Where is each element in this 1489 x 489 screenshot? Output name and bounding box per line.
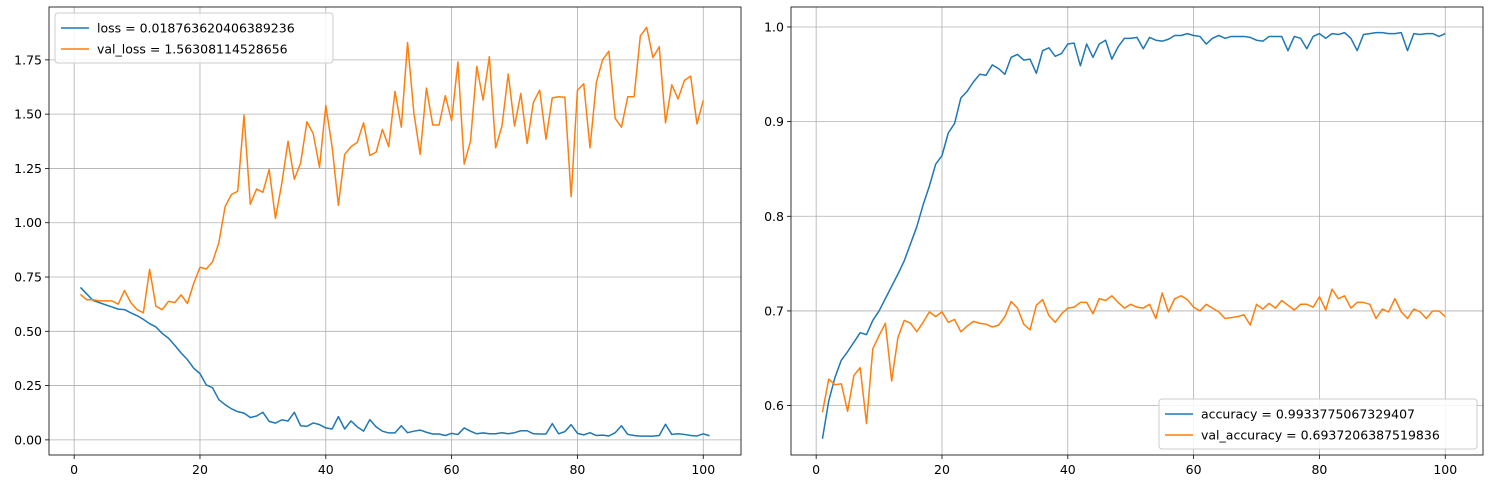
x-tick-label: 0	[70, 462, 78, 477]
series-line-1	[821, 31, 1446, 439]
series-line-1	[79, 286, 710, 437]
legend-label-1: accuracy = 0.9933775067329407	[1201, 407, 1415, 422]
y-tick-label: 0.8	[764, 209, 784, 224]
y-tick-label: 1.0	[764, 19, 784, 34]
series-line-2	[79, 26, 704, 314]
y-tick-label: 0.6	[764, 398, 784, 413]
chart-2: 0 20 40 60 80 100 0.6 0.7 0.8 0.9 1.0 accuracy = 0.…	[764, 6, 1484, 477]
y-tick-label: 0.9	[764, 114, 784, 129]
x-tick-label: 20	[934, 462, 950, 477]
x-tick-label: 100	[691, 462, 715, 477]
y-tick-label: 0.25	[14, 378, 42, 393]
legend-box	[1158, 398, 1478, 450]
legend: accuracy = 0.9933775067329407 val_accurac…	[1158, 398, 1478, 450]
y-tick-label: 0.75	[14, 270, 42, 285]
x-tick-label: 80	[1311, 462, 1327, 477]
x-tick-label: 80	[569, 462, 585, 477]
legend-box	[54, 12, 334, 64]
x-tick-label: 40	[318, 462, 334, 477]
y-tick-label: 0.50	[14, 324, 42, 339]
x-tick-label: 20	[192, 462, 208, 477]
series-line-2	[821, 288, 1446, 425]
plot-frame	[790, 6, 1484, 456]
y-tick-label: 0.00	[14, 432, 42, 447]
x-tick-label: 100	[1433, 462, 1457, 477]
y-tick-label: 0.7	[764, 303, 784, 318]
x-tick-label: 0	[812, 462, 820, 477]
plot-frame	[48, 6, 742, 456]
x-tick-label: 60	[444, 462, 460, 477]
y-tick-label: 1.75	[14, 52, 42, 67]
chart-1: 0 20 40 60 80 100 0.00 0.25 0.50 0.75 1.00 1.25 1.50…	[14, 6, 742, 477]
y-tick-label: 1.50	[14, 107, 42, 122]
legend-label-2: val_loss = 1.56308114528656	[97, 42, 288, 57]
legend: loss = 0.018763620406389236 val_loss = 1.…	[54, 12, 334, 64]
x-tick-label: 60	[1186, 462, 1202, 477]
x-tick-label: 40	[1060, 462, 1076, 477]
legend-label-2: val_accuracy = 0.6937206387519836	[1201, 428, 1440, 443]
legend-label-1: loss = 0.018763620406389236	[97, 21, 295, 36]
y-tick-label: 1.00	[14, 215, 42, 230]
y-tick-label: 1.25	[14, 161, 42, 176]
